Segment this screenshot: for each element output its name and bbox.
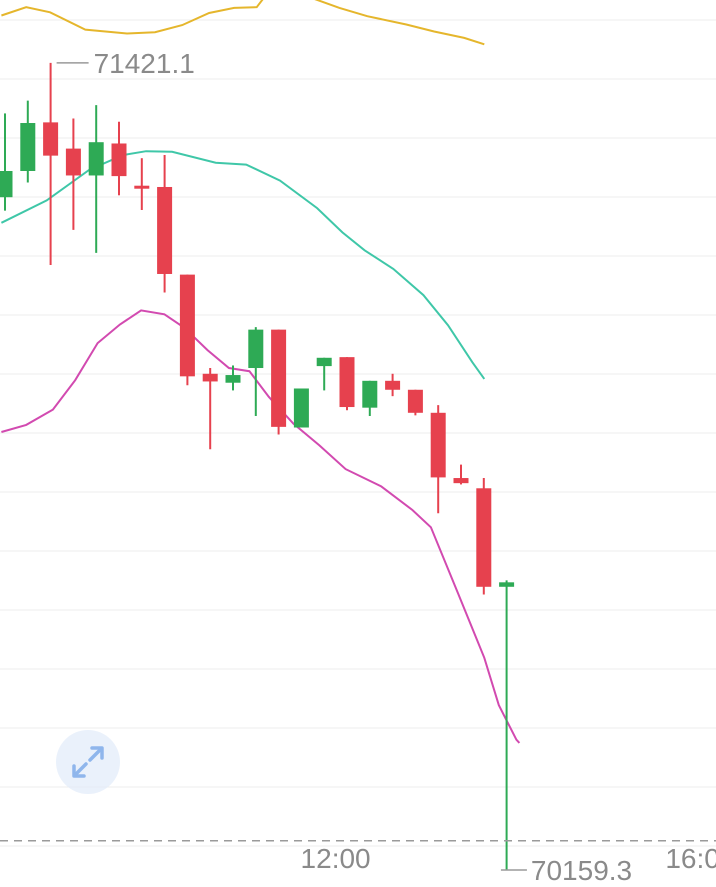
candle-up: [316, 357, 332, 391]
candle-body: [362, 380, 378, 408]
candle-up: [20, 100, 36, 183]
candle-down: [179, 274, 195, 386]
moving-average-line: [1, 0, 485, 46]
candle-body: [476, 488, 492, 587]
candle-body: [20, 123, 36, 171]
candle-body: [248, 329, 264, 369]
candle-body: [111, 143, 127, 177]
candle-down: [385, 373, 401, 397]
candle-down: [134, 158, 150, 211]
candle-up: [88, 105, 104, 253]
candle-up: [362, 380, 378, 416]
moving-average-line: [1, 309, 521, 744]
candle-up: [499, 580, 515, 871]
candle-down: [407, 389, 423, 416]
candle-body: [453, 478, 469, 484]
moving-average-lines: [0, 0, 521, 744]
candle-body: [202, 373, 218, 382]
candle-body: [157, 186, 173, 274]
candle-down: [157, 154, 173, 293]
candle-body: [225, 375, 241, 383]
high-price-label: 71421.1: [94, 48, 195, 79]
candle-up: [248, 327, 264, 416]
candle-body: [339, 357, 355, 408]
candle-body: [134, 185, 150, 189]
candle-down: [339, 357, 355, 411]
candle-body: [65, 148, 81, 176]
time-axis-label: 16:00: [665, 843, 716, 874]
candle-body: [88, 142, 104, 176]
candle-body: [407, 389, 423, 413]
chart-annotations: 71421.1 70159.3: [0, 48, 716, 886]
candle-body: [385, 380, 401, 390]
candle-down: [476, 478, 492, 595]
candle-down: [111, 121, 127, 196]
candle-up: [0, 113, 13, 211]
chart-grid: [0, 19, 716, 847]
expand-chart-button[interactable]: [56, 730, 120, 794]
candle-body: [43, 122, 59, 156]
candle-body: [179, 274, 195, 377]
candle-down: [453, 464, 469, 485]
candle-body: [271, 329, 287, 427]
candle-body: [316, 357, 332, 367]
candle-down: [430, 405, 446, 514]
candle-body: [430, 412, 446, 478]
candle-down: [65, 118, 81, 230]
candle-down: [202, 368, 218, 450]
candle-down: [43, 62, 59, 266]
candle-down: [271, 329, 287, 435]
time-axis-label: 12:00: [301, 843, 371, 874]
time-axis: 12:00 16:00: [301, 843, 716, 874]
candle-up: [293, 388, 309, 428]
candle-body: [293, 388, 309, 428]
candle-body: [0, 170, 13, 198]
candle-series: [0, 62, 515, 871]
candle-body: [499, 582, 515, 587]
low-price-label: 70159.3: [531, 855, 632, 886]
expand-arrows-icon: [72, 746, 104, 778]
candle-up: [225, 365, 241, 391]
